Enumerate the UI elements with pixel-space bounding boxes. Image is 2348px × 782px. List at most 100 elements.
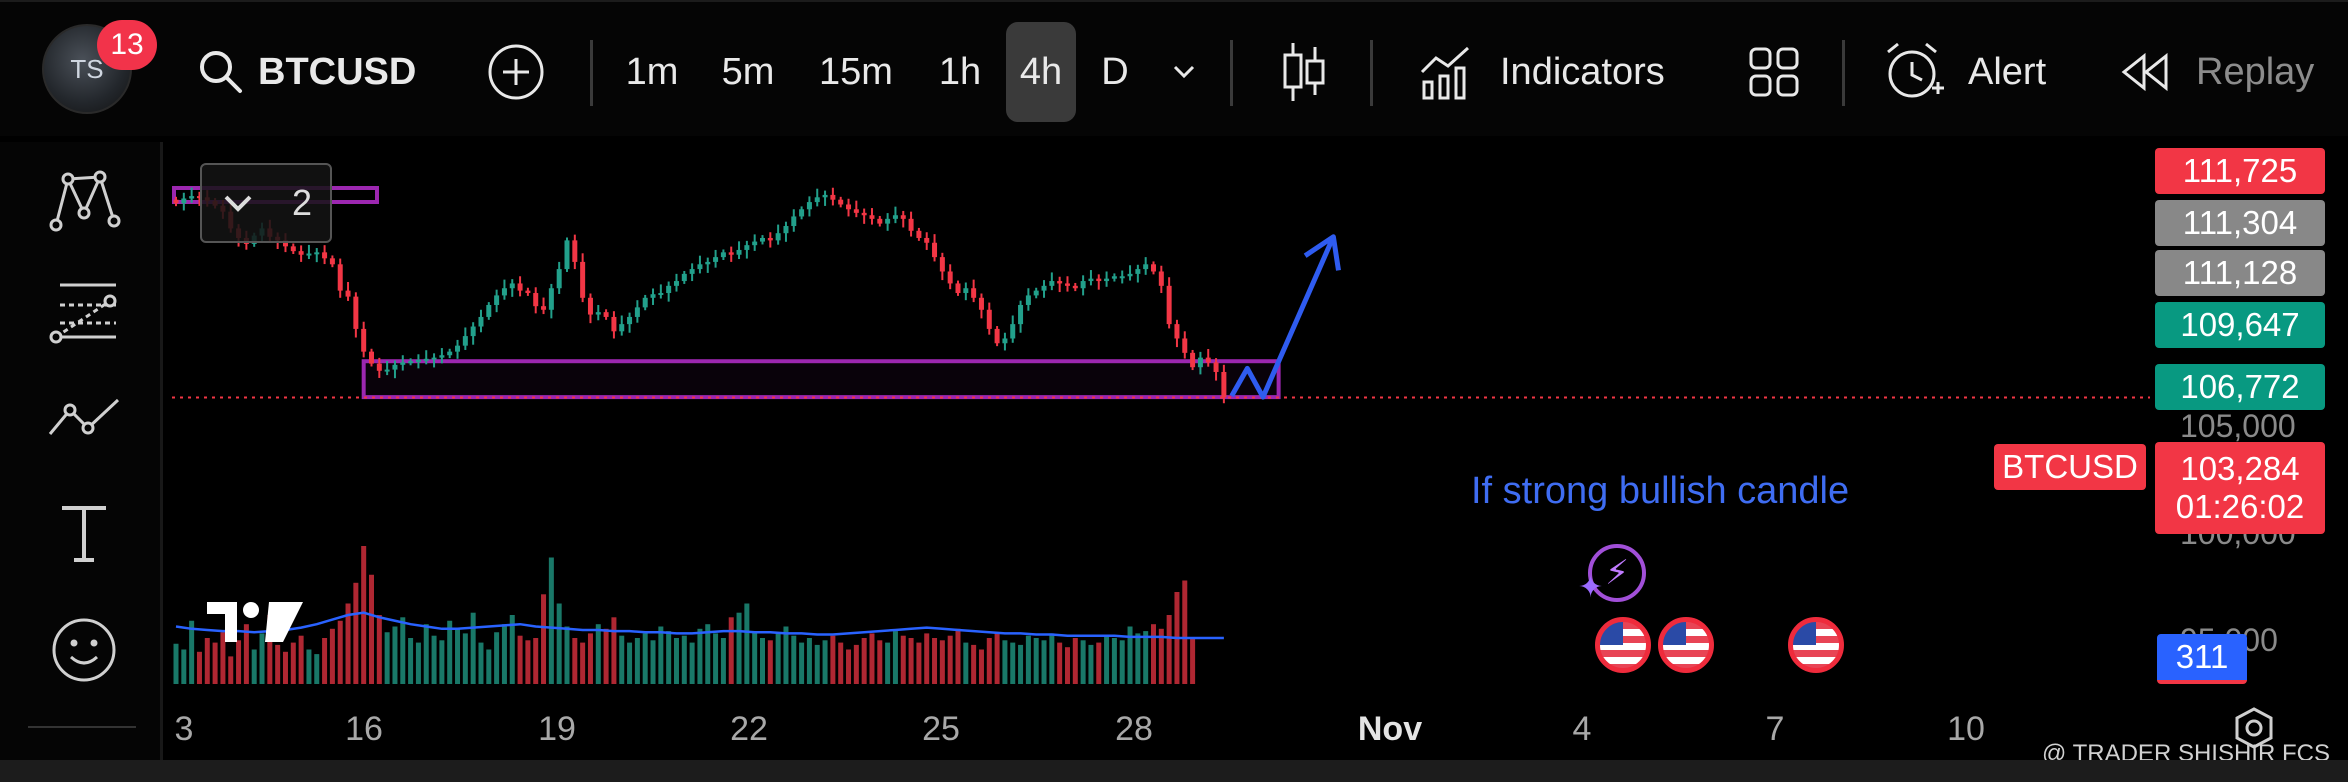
timeframe-dropdown[interactable] bbox=[1156, 22, 1212, 122]
candle-body bbox=[1119, 276, 1125, 279]
volume-bar bbox=[869, 633, 875, 684]
tradingview-logo bbox=[207, 602, 303, 642]
volume-bar bbox=[486, 649, 492, 684]
candle-body bbox=[1166, 285, 1172, 325]
candle-body bbox=[775, 233, 781, 241]
timeframe-5m[interactable]: 5m bbox=[721, 50, 775, 93]
x-tick-label: 4 bbox=[1572, 710, 1592, 748]
sidebar-divider bbox=[28, 726, 136, 728]
indicators-button[interactable]: Indicators bbox=[1418, 22, 1665, 122]
candle-body bbox=[634, 307, 640, 317]
candle-body bbox=[1135, 269, 1141, 274]
candle-body bbox=[767, 237, 773, 241]
volume-bar bbox=[900, 635, 906, 684]
timeframe-15m[interactable]: 15m bbox=[819, 50, 893, 93]
volume-bar bbox=[572, 638, 578, 684]
volume-bar bbox=[181, 649, 187, 684]
us-flag-event-icon[interactable] bbox=[1788, 617, 1844, 673]
volume-bar bbox=[642, 633, 648, 684]
candle-body bbox=[376, 363, 382, 371]
volume-bar bbox=[611, 617, 617, 684]
candle-body bbox=[353, 296, 359, 329]
volume-bar bbox=[337, 620, 343, 684]
volume-bar bbox=[673, 638, 679, 684]
volume-bar bbox=[548, 557, 554, 684]
candle-body bbox=[1158, 271, 1164, 286]
volume-bar bbox=[924, 633, 930, 684]
candle-body bbox=[877, 218, 883, 224]
flash-event-icon[interactable]: ⚡ bbox=[1588, 544, 1646, 602]
chart-type-button[interactable] bbox=[1280, 22, 1328, 122]
volume-bar bbox=[1033, 638, 1039, 684]
volume-bar bbox=[814, 644, 820, 684]
volume-bar bbox=[1018, 644, 1024, 684]
volume-bar bbox=[415, 642, 421, 684]
volume-bar bbox=[462, 633, 468, 684]
candle-body bbox=[1049, 281, 1055, 286]
replay-button[interactable]: Replay bbox=[2120, 22, 2314, 122]
volume-bar bbox=[736, 612, 742, 684]
candle-body bbox=[892, 215, 898, 219]
candle-body bbox=[705, 261, 711, 265]
pattern-tool-button[interactable] bbox=[36, 152, 132, 248]
candle-body bbox=[486, 304, 492, 317]
candle-body bbox=[462, 336, 468, 346]
add-symbol-button[interactable] bbox=[486, 22, 546, 122]
candle-body bbox=[697, 264, 703, 270]
volume-bar bbox=[251, 649, 257, 684]
volume-bar bbox=[1010, 642, 1016, 684]
candle-body bbox=[423, 358, 429, 361]
pattern-icon bbox=[49, 170, 121, 232]
price-label: 111,304 bbox=[2155, 200, 2325, 246]
candle-body bbox=[971, 288, 977, 298]
volume-bar bbox=[259, 633, 265, 684]
volume-bar bbox=[228, 656, 234, 684]
volume-bar bbox=[877, 640, 883, 684]
replay-label: Replay bbox=[2196, 50, 2315, 93]
demand-zone-rect bbox=[361, 359, 1281, 400]
timeframe-1h[interactable]: 1h bbox=[938, 50, 982, 93]
candle-body bbox=[1143, 264, 1149, 270]
smiley-icon bbox=[52, 618, 116, 682]
trendline-tool-button[interactable] bbox=[36, 372, 132, 468]
volume-bar bbox=[994, 633, 1000, 684]
fib-retracement-icon bbox=[49, 283, 117, 344]
text-tool-button[interactable] bbox=[36, 486, 132, 582]
annotation-text: If strong bullish candle bbox=[1471, 470, 1850, 512]
candle-body bbox=[760, 237, 765, 242]
chevron-down-icon bbox=[1173, 65, 1195, 79]
volume-bar bbox=[853, 644, 859, 684]
layouts-button[interactable] bbox=[1748, 22, 1800, 122]
timeframe-d[interactable]: D bbox=[1101, 50, 1129, 93]
symbol-search-button[interactable]: BTCUSD bbox=[196, 22, 416, 122]
volume-bar bbox=[408, 638, 414, 684]
timeframe-1m[interactable]: 1m bbox=[625, 50, 679, 93]
volume-bar bbox=[767, 640, 773, 684]
volume-bar bbox=[1088, 644, 1094, 684]
volume-bar bbox=[799, 642, 805, 684]
candle-body bbox=[822, 194, 828, 198]
chart-settings-button[interactable] bbox=[2232, 706, 2276, 755]
us-flag-event-icon[interactable] bbox=[1595, 617, 1651, 673]
candle-body bbox=[189, 196, 195, 199]
candle-body bbox=[861, 212, 867, 216]
emoji-tool-button[interactable] bbox=[36, 602, 132, 698]
volume-bar bbox=[196, 651, 202, 684]
volume-bar bbox=[1049, 633, 1055, 684]
volume-bar bbox=[634, 638, 640, 684]
candle-body bbox=[1205, 357, 1211, 363]
alert-button[interactable]: Alert bbox=[1882, 22, 2046, 122]
legend-collapse-button[interactable]: 2 bbox=[200, 163, 332, 243]
price-label-high: 111,725 bbox=[2155, 148, 2325, 194]
us-flag-event-icon[interactable] bbox=[1658, 617, 1714, 673]
volume-bar bbox=[775, 633, 781, 684]
fib-tool-button[interactable] bbox=[36, 262, 132, 358]
volume-bar bbox=[783, 626, 789, 684]
volume-bar bbox=[243, 624, 249, 684]
candle-body bbox=[337, 264, 343, 291]
candle-body bbox=[1127, 273, 1133, 277]
volume-bar bbox=[525, 640, 531, 684]
timeframe-4h[interactable]: 4h bbox=[1006, 22, 1076, 122]
volume-bar bbox=[971, 644, 977, 684]
